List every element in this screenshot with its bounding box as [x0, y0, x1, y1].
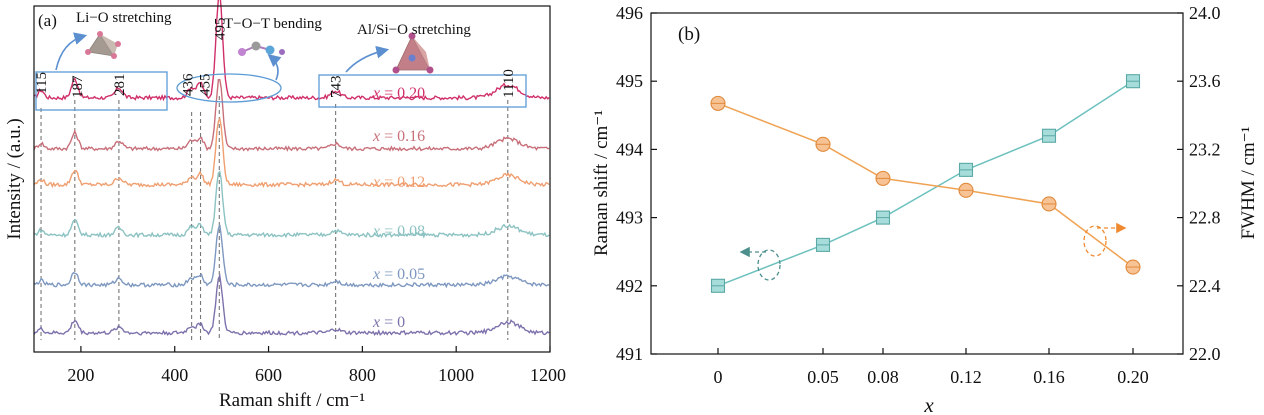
spectrum-trace	[33, 0, 550, 102]
al-si-o-region-box	[318, 74, 527, 108]
spectrum-trace	[33, 224, 550, 289]
x-axis-label-b: x	[923, 393, 934, 415]
series-label: x = 0	[372, 314, 405, 331]
y-axis-label-a: Intensity / (a.u.)	[4, 118, 25, 239]
x-tick-label-b: 0.05	[807, 367, 839, 387]
panel-b: 0 0.05 0.08 0.12 0.16 0.20 491 492 493 494 495 496 2…	[591, 3, 1259, 415]
peak-label: 455	[198, 74, 214, 97]
series-label-var: x	[372, 314, 380, 331]
y-axis-label-b-right: FWHM / cm⁻¹	[1238, 126, 1259, 239]
series-labels: x = 0.20x = 0.16x = 0.12x = 0.08x = 0.05…	[372, 85, 425, 331]
x-tick-label-a: 200	[67, 365, 94, 385]
series-label: x = 0.12	[372, 174, 425, 191]
peak-label: 281	[112, 74, 128, 97]
peak-label: 436	[181, 73, 197, 96]
y-tick-label-b-left: 496	[616, 3, 643, 23]
y-tick-label-b-right: 22.4	[1189, 276, 1221, 296]
al-si-o-arrow	[345, 45, 390, 73]
series-label-var: x	[372, 223, 380, 240]
axis-ticks-b: 0 0.05 0.08 0.12 0.16 0.20 491 492 493 494 495 496 2…	[616, 3, 1221, 387]
t-o-t-bridge-icon	[238, 41, 285, 56]
spectrum-trace	[33, 79, 550, 152]
peak-label: 187	[70, 75, 86, 98]
y-tick-label-b-left: 494	[616, 139, 643, 159]
plot-frame-a	[33, 5, 551, 353]
li-o-region-box	[35, 71, 168, 111]
series-label-value: = 0.05	[380, 266, 425, 283]
t-o-t-region-ellipse	[176, 73, 282, 103]
y-tick-label-b-left: 495	[616, 71, 643, 91]
series-label-var: x	[372, 174, 380, 191]
spectrum-trace	[33, 273, 550, 336]
panel-label-b: (b)	[678, 24, 700, 45]
series-label-var: x	[372, 85, 380, 102]
y-tick-label-b-right: 23.6	[1189, 71, 1221, 91]
spectrum-trace	[33, 170, 550, 239]
x-tick-label-a: 600	[255, 365, 282, 385]
y-tick-label-b-left: 492	[616, 276, 643, 296]
series-label-value: = 0.20	[380, 85, 425, 102]
series-label: x = 0.08	[372, 223, 425, 240]
series-label: x = 0.05	[372, 266, 425, 283]
y-tick-label-b-right: 22.0	[1189, 344, 1221, 364]
peak-label: 1110	[501, 69, 517, 98]
mode-label-t-o-t: T−O−T bending	[224, 16, 322, 32]
x-tick-label-b: 0.08	[867, 367, 899, 387]
x-axis-label-a: Raman shift / cm⁻¹	[219, 390, 365, 411]
series-label-var: x	[372, 266, 380, 283]
mode-label-li-o: Li−O stretching	[76, 10, 172, 26]
spectrum-trace	[33, 116, 550, 189]
peak-label: 743	[329, 76, 345, 99]
li-o-arrow	[55, 32, 88, 71]
series-label-value: = 0.16	[380, 128, 425, 145]
x-tick-label-b: 0.20	[1117, 367, 1149, 387]
mode-label-al-si-o: Al/Si−O stretching	[357, 22, 471, 38]
series-label: x = 0.16	[372, 128, 425, 145]
y-tick-label-b-right: 23.2	[1189, 139, 1221, 159]
series-label-value: = 0	[380, 314, 405, 331]
series-b	[710, 74, 1141, 293]
x-tick-label-b: 0	[714, 367, 723, 387]
panel-label-a: (a)	[38, 11, 57, 30]
y-tick-label-b-left: 491	[616, 344, 643, 364]
series-label-value: = 0.08	[380, 223, 425, 240]
li-o-tetrahedron-icon	[85, 31, 121, 59]
x-tick-label-b: 0.16	[1033, 367, 1065, 387]
left-axis-hint-ellipse	[757, 249, 781, 281]
y-tick-label-b-right: 24.0	[1189, 3, 1221, 23]
raman-shift-line	[717, 80, 1134, 287]
x-axis-ticks-a: 200 400 600 800 1000 1200	[67, 346, 566, 385]
peak-guide-lines	[40, 96, 509, 340]
series-label: x = 0.20	[372, 85, 425, 102]
series-label-value: = 0.12	[380, 174, 425, 191]
panel-a: 200 400 600 800 1000 1200 (a) Li−O stretching…	[4, 0, 566, 411]
fwhm-line	[717, 102, 1134, 268]
x-tick-label-a: 800	[349, 365, 376, 385]
peak-labels: 115 187 281 436 455 495 743 1110	[34, 18, 517, 99]
x-tick-label-b: 0.12	[950, 367, 982, 387]
right-axis-hint-ellipse	[1083, 225, 1107, 257]
y-axis-label-b-left: Raman shift / cm⁻¹	[591, 110, 612, 256]
x-tick-label-a: 1000	[438, 365, 474, 385]
al-si-o-tetrahedron-icon	[392, 32, 434, 74]
x-tick-label-a: 1200	[530, 365, 566, 385]
x-tick-label-a: 400	[161, 365, 188, 385]
spectra-traces	[33, 0, 550, 336]
t-o-t-arrow	[267, 53, 282, 81]
peak-label: 495	[212, 18, 228, 41]
peak-label: 115	[34, 72, 50, 94]
series-label-var: x	[372, 128, 380, 145]
y-tick-label-b-left: 493	[616, 208, 643, 228]
plot-frame-b	[650, 12, 1184, 355]
y-tick-label-b-right: 22.8	[1189, 208, 1221, 228]
